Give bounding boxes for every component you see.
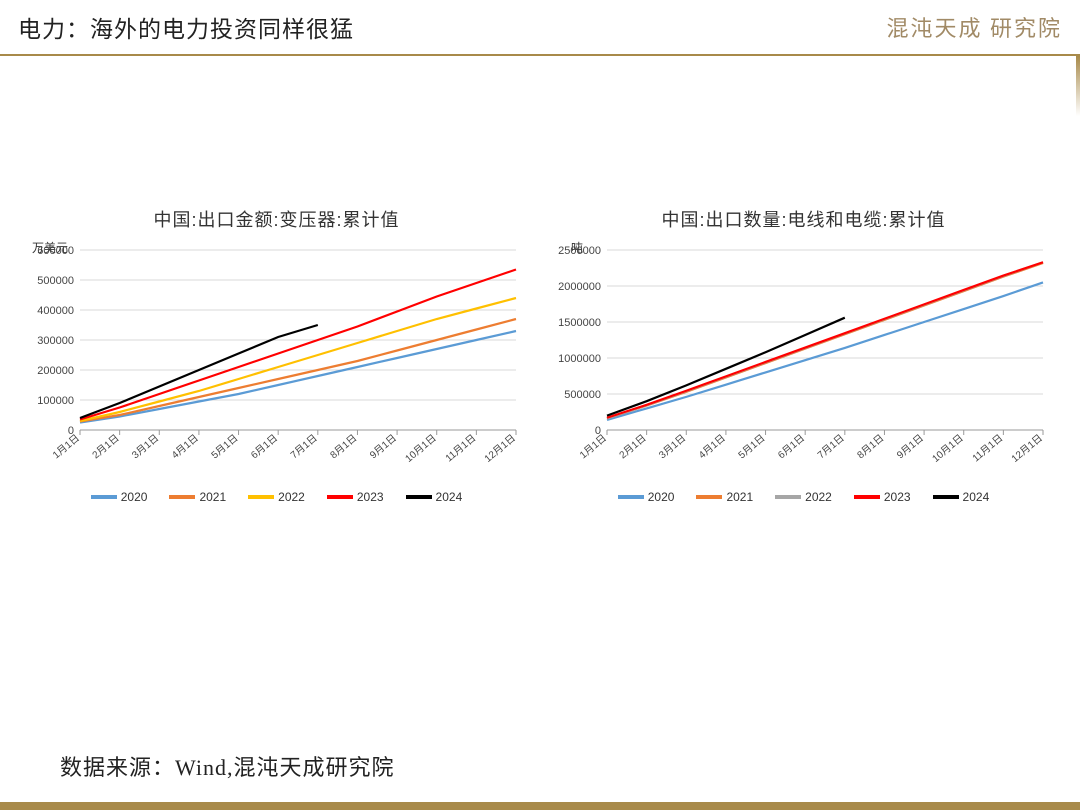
chart2-legend: 2020 2021 2022 2023 2024 xyxy=(545,490,1062,504)
svg-text:200000: 200000 xyxy=(37,365,74,377)
svg-text:2500000: 2500000 xyxy=(558,245,601,257)
legend-label: 2024 xyxy=(963,490,990,504)
svg-text:5月1日: 5月1日 xyxy=(209,432,241,461)
legend-swatch xyxy=(91,495,117,499)
legend-item: 2020 xyxy=(91,490,148,504)
svg-text:7月1日: 7月1日 xyxy=(288,432,320,461)
legend-item: 2022 xyxy=(248,490,305,504)
legend-label: 2023 xyxy=(884,490,911,504)
legend-item: 2021 xyxy=(696,490,753,504)
corner-decoration xyxy=(1076,56,1080,116)
legend-label: 2020 xyxy=(648,490,675,504)
header: 电力：海外的电力投资同样很猛 混沌天成 研究院 xyxy=(0,0,1080,56)
svg-text:500000: 500000 xyxy=(564,389,601,401)
legend-swatch xyxy=(933,495,959,499)
chart2-panel: 中国:出口数量:电线和电缆:累计值 吨050000010000001500000… xyxy=(545,206,1062,504)
svg-text:100000: 100000 xyxy=(37,395,74,407)
svg-text:5月1日: 5月1日 xyxy=(736,432,768,461)
svg-text:7月1日: 7月1日 xyxy=(815,432,847,461)
bottom-bar xyxy=(0,802,1080,810)
legend-swatch xyxy=(406,495,432,499)
svg-text:12月1日: 12月1日 xyxy=(482,432,518,465)
legend-label: 2022 xyxy=(278,490,305,504)
legend-item: 2024 xyxy=(933,490,990,504)
chart1-title: 中国:出口金额:变压器:累计值 xyxy=(18,206,535,232)
legend-swatch xyxy=(169,495,195,499)
svg-text:2000000: 2000000 xyxy=(558,281,601,293)
legend-label: 2020 xyxy=(121,490,148,504)
svg-text:10月1日: 10月1日 xyxy=(930,432,966,465)
chart2-svg: 吨050000010000001500000200000025000001月1日… xyxy=(545,240,1062,480)
chart1-legend: 2020 2021 2022 2023 2024 xyxy=(18,490,535,504)
logo: 混沌天成 研究院 xyxy=(886,11,1062,43)
legend-label: 2024 xyxy=(436,490,463,504)
legend-item: 2020 xyxy=(618,490,675,504)
svg-text:6月1日: 6月1日 xyxy=(249,432,281,461)
legend-item: 2022 xyxy=(775,490,832,504)
chart1-svg: 万美元0100000200000300000400000500000600000… xyxy=(18,240,535,480)
legend-item: 2023 xyxy=(327,490,384,504)
chart1-panel: 中国:出口金额:变压器:累计值 万美元010000020000030000040… xyxy=(18,206,535,504)
charts-area: 中国:出口金额:变压器:累计值 万美元010000020000030000040… xyxy=(0,56,1080,504)
svg-text:3月1日: 3月1日 xyxy=(657,432,689,461)
svg-text:400000: 400000 xyxy=(37,305,74,317)
legend-label: 2021 xyxy=(199,490,226,504)
svg-text:8月1日: 8月1日 xyxy=(328,432,360,461)
svg-text:10月1日: 10月1日 xyxy=(403,432,439,465)
svg-text:8月1日: 8月1日 xyxy=(855,432,887,461)
legend-item: 2021 xyxy=(169,490,226,504)
svg-text:1000000: 1000000 xyxy=(558,353,601,365)
svg-text:4月1日: 4月1日 xyxy=(696,432,728,461)
legend-swatch xyxy=(618,495,644,499)
svg-text:300000: 300000 xyxy=(37,335,74,347)
legend-label: 2022 xyxy=(805,490,832,504)
footer-source: 数据来源：Wind,混沌天成研究院 xyxy=(60,750,395,782)
legend-label: 2021 xyxy=(726,490,753,504)
svg-text:1月1日: 1月1日 xyxy=(50,432,82,461)
svg-text:2月1日: 2月1日 xyxy=(617,432,649,461)
legend-swatch xyxy=(854,495,880,499)
svg-text:4月1日: 4月1日 xyxy=(169,432,201,461)
svg-text:1月1日: 1月1日 xyxy=(577,432,609,461)
legend-swatch xyxy=(248,495,274,499)
svg-text:500000: 500000 xyxy=(37,275,74,287)
legend-swatch xyxy=(775,495,801,499)
legend-label: 2023 xyxy=(357,490,384,504)
legend-item: 2024 xyxy=(406,490,463,504)
legend-swatch xyxy=(696,495,722,499)
page-title: 电力：海外的电力投资同样很猛 xyxy=(18,10,354,44)
chart2-title: 中国:出口数量:电线和电缆:累计值 xyxy=(545,206,1062,232)
svg-text:6月1日: 6月1日 xyxy=(776,432,808,461)
svg-text:2月1日: 2月1日 xyxy=(90,432,122,461)
svg-text:11月1日: 11月1日 xyxy=(970,432,1005,464)
svg-text:1500000: 1500000 xyxy=(558,317,601,329)
svg-text:12月1日: 12月1日 xyxy=(1009,432,1045,465)
svg-text:600000: 600000 xyxy=(37,245,74,257)
svg-text:9月1日: 9月1日 xyxy=(894,432,926,461)
legend-item: 2023 xyxy=(854,490,911,504)
svg-text:3月1日: 3月1日 xyxy=(130,432,162,461)
svg-text:9月1日: 9月1日 xyxy=(367,432,399,461)
svg-text:11月1日: 11月1日 xyxy=(443,432,478,464)
legend-swatch xyxy=(327,495,353,499)
